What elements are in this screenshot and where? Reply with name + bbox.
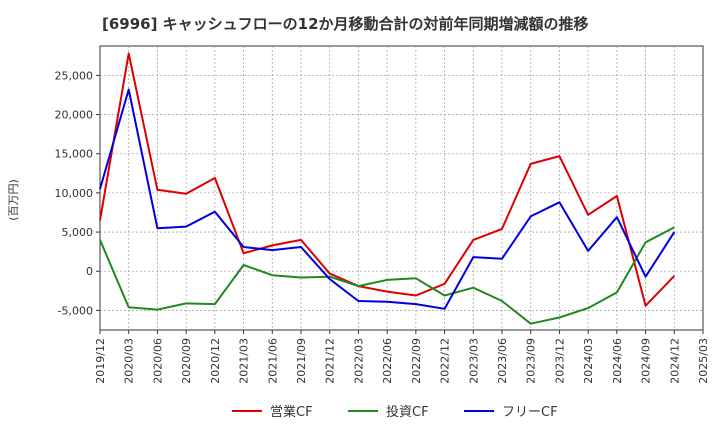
grid xyxy=(100,46,703,330)
y-tick-label: 25,000 xyxy=(55,69,94,82)
x-tick-label: 2020/03 xyxy=(123,338,136,384)
x-tick-label: 2021/03 xyxy=(238,338,251,384)
axes: -5,000 0 5,000 10,000 15,000 20,000 25,000 2019… xyxy=(55,69,711,383)
x-tick-label: 2021/06 xyxy=(266,338,279,384)
legend-label-2: 投資CF xyxy=(386,404,429,420)
legend-label-3: フリーCF xyxy=(502,405,558,420)
series-line-2 xyxy=(99,226,675,325)
x-tick-label: 2022/09 xyxy=(410,338,423,384)
x-tick-label: 2022/06 xyxy=(381,338,394,384)
x-tick-label: 2019/12 xyxy=(94,338,107,384)
x-tick-label: 2024/06 xyxy=(611,338,624,384)
x-tick-label: 2024/12 xyxy=(668,338,681,384)
x-tick-label: 2020/12 xyxy=(209,338,222,384)
x-tick-label: 2020/09 xyxy=(180,338,193,384)
x-tick-label: 2022/12 xyxy=(439,338,452,384)
series-lines xyxy=(99,52,676,325)
x-tick-label: 2023/06 xyxy=(496,338,509,384)
x-tick-label: 2022/03 xyxy=(352,338,365,384)
y-axis-label: (百万円) xyxy=(7,179,20,221)
plot-area xyxy=(99,45,704,331)
y-tick-label: 0 xyxy=(86,265,93,278)
y-tick-label: -5,000 xyxy=(58,304,93,317)
x-tick-label: 2023/12 xyxy=(553,338,566,384)
y-tick-label: 5,000 xyxy=(62,226,94,239)
series-line-3 xyxy=(99,88,676,310)
y-tick-label: 20,000 xyxy=(55,109,94,122)
x-tick-label: 2021/12 xyxy=(324,338,337,384)
legend-label-1: 営業CF xyxy=(270,404,313,420)
x-tick-label: 2025/03 xyxy=(697,338,710,384)
x-tick-label: 2023/03 xyxy=(467,338,480,384)
legend: 営業CF 投資CF フリーCF xyxy=(232,404,558,420)
y-tick-label: 15,000 xyxy=(55,148,94,161)
x-tick-label: 2021/09 xyxy=(295,338,308,384)
x-tick-label: 2024/03 xyxy=(582,338,595,384)
chart-title: [6996] キャッシュフローの12か月移動合計の対前年同期増減額の推移 xyxy=(102,15,589,33)
x-tick-label: 2020/06 xyxy=(151,338,164,384)
x-tick-label: 2023/09 xyxy=(525,338,538,384)
x-tick-label: 2024/09 xyxy=(640,338,653,384)
series-line-1 xyxy=(99,52,676,307)
y-tick-label: 10,000 xyxy=(55,187,94,200)
